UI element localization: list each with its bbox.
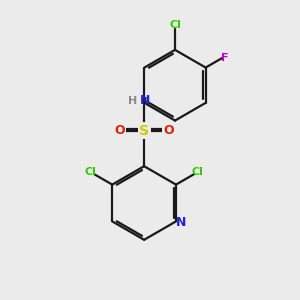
Text: H: H [128,96,137,106]
Text: N: N [140,94,150,107]
Text: O: O [114,124,125,137]
Text: Cl: Cl [85,167,97,177]
Text: Cl: Cl [191,167,203,177]
Text: Cl: Cl [169,20,181,30]
Text: S: S [139,124,149,138]
Text: F: F [221,53,229,63]
Text: N: N [176,216,187,230]
Text: O: O [163,124,174,137]
